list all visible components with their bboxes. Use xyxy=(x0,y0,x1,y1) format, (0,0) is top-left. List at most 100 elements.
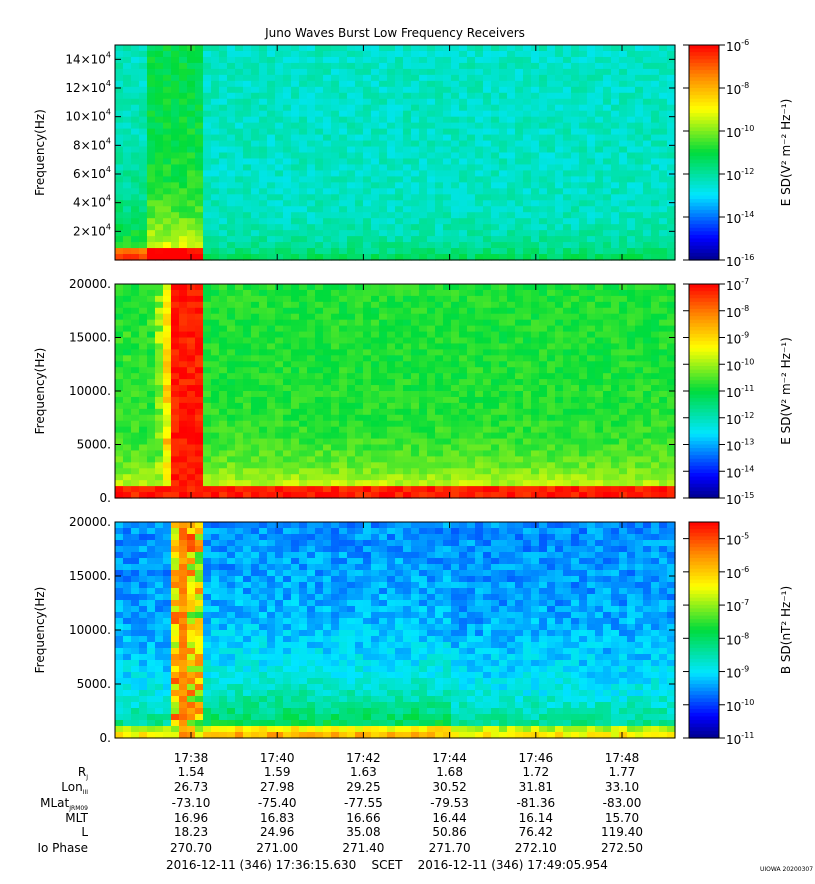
spectrogram-cell xyxy=(131,474,140,481)
spectrogram-cell xyxy=(203,308,212,315)
spectrogram-cell xyxy=(411,439,420,446)
spectrogram-cell xyxy=(515,63,524,70)
spectrogram-cell xyxy=(571,87,580,94)
spectrogram-cell xyxy=(619,284,628,291)
spectrogram-cell xyxy=(283,355,292,362)
spectrogram-cell xyxy=(419,93,428,100)
spectrogram-cell xyxy=(467,111,476,118)
spectrogram-cell xyxy=(531,397,540,404)
spectrogram-cell xyxy=(659,182,668,189)
spectrogram-cell xyxy=(219,456,228,463)
spectrogram-cell xyxy=(147,385,156,392)
spectrogram-cell xyxy=(187,123,196,130)
spectrogram-cell xyxy=(115,367,124,374)
spectrogram-cell xyxy=(595,218,604,225)
spectrogram-cell xyxy=(523,236,532,243)
spectrogram-cell xyxy=(459,349,468,356)
spectrogram-cell xyxy=(355,69,364,76)
spectrogram-cell xyxy=(179,320,188,327)
spectrogram-cell xyxy=(451,87,460,94)
spectrogram-cell xyxy=(347,170,356,177)
spectrogram-cell xyxy=(315,242,324,249)
spectrogram-cell xyxy=(315,99,324,106)
spectrogram-cell xyxy=(219,468,228,475)
spectrogram-cell xyxy=(579,141,588,148)
spectrogram-cell xyxy=(475,474,484,481)
spectrogram-cell xyxy=(323,367,332,374)
spectrogram-cell xyxy=(523,326,532,333)
spectrogram-cell xyxy=(467,468,476,475)
spectrogram-cell xyxy=(227,456,236,463)
spectrogram-cell xyxy=(547,314,556,321)
spectrogram-cell xyxy=(443,158,452,165)
spectrogram-cell xyxy=(459,176,468,183)
spectrogram-cell xyxy=(403,355,412,362)
spectrogram-cell xyxy=(291,284,300,291)
spectrogram-cell xyxy=(331,194,340,201)
spectrogram-cell xyxy=(395,81,404,88)
spectrogram-cell xyxy=(483,302,492,309)
spectrogram-cell xyxy=(627,123,636,130)
spectrogram-cell xyxy=(283,308,292,315)
spectrogram-cell xyxy=(235,397,244,404)
spectrogram-cell xyxy=(171,421,180,428)
spectrogram-cell xyxy=(379,123,388,130)
spectrogram-cell xyxy=(307,373,316,380)
spectrogram-cell xyxy=(147,373,156,380)
spectrogram-cell xyxy=(219,290,228,297)
spectrogram-cell xyxy=(211,87,220,94)
spectrogram-cell xyxy=(395,415,404,422)
spectrogram-cell xyxy=(299,153,308,160)
spectrogram-cell xyxy=(331,361,340,368)
spectrogram-cell xyxy=(363,338,372,345)
spectrogram-cell xyxy=(459,224,468,231)
spectrogram-cell xyxy=(323,176,332,183)
spectrogram-cell xyxy=(515,409,524,416)
spectrogram-cell xyxy=(571,385,580,392)
spectrogram-cell xyxy=(235,349,244,356)
spectrogram-cell xyxy=(563,391,572,398)
spectrogram-cell xyxy=(499,123,508,130)
spectrogram-cell xyxy=(387,427,396,434)
spectrogram-cell xyxy=(611,474,620,481)
spectrogram-cell xyxy=(315,236,324,243)
spectrogram-cell xyxy=(243,236,252,243)
spectrogram-cell xyxy=(411,445,420,452)
spectrogram-cell xyxy=(531,439,540,446)
colorbar-cell xyxy=(689,81,719,85)
spectrogram-cell xyxy=(531,218,540,225)
spectrogram-cell xyxy=(619,123,628,130)
spectrogram-cell xyxy=(259,456,268,463)
spectrogram-cell xyxy=(339,462,348,469)
spectrogram-cell xyxy=(507,123,516,130)
spectrogram-cell xyxy=(539,379,548,386)
spectrogram-cell xyxy=(547,445,556,452)
spectrogram-cell xyxy=(155,433,164,440)
spectrogram-cell xyxy=(387,218,396,225)
spectrogram-cell xyxy=(443,290,452,297)
spectrogram-cell xyxy=(187,445,196,452)
spectrogram-cell xyxy=(163,415,172,422)
spectrogram-cell xyxy=(211,391,220,398)
spectrogram-cell xyxy=(435,391,444,398)
spectrogram-cell xyxy=(395,385,404,392)
spectrogram-cell xyxy=(243,284,252,291)
spectrogram-cell xyxy=(483,445,492,452)
spectrogram-cell xyxy=(443,212,452,219)
spectrogram-cell xyxy=(355,182,364,189)
spectrogram-cell xyxy=(283,480,292,487)
spectrogram-cell xyxy=(371,486,380,493)
spectrogram-cell xyxy=(339,468,348,475)
spectrogram-cell xyxy=(187,468,196,475)
spectrogram-cell xyxy=(491,117,500,124)
spectrogram-cell xyxy=(219,415,228,422)
spectrogram-cell xyxy=(387,415,396,422)
spectrogram-cell xyxy=(571,117,580,124)
spectrogram-cell xyxy=(211,212,220,219)
spectrogram-cell xyxy=(403,51,412,58)
spectrogram-cell xyxy=(611,69,620,76)
spectrogram-cell xyxy=(275,242,284,249)
spectrogram-cell xyxy=(179,326,188,333)
spectrogram-cell xyxy=(283,164,292,171)
spectrogram-cell xyxy=(387,141,396,148)
